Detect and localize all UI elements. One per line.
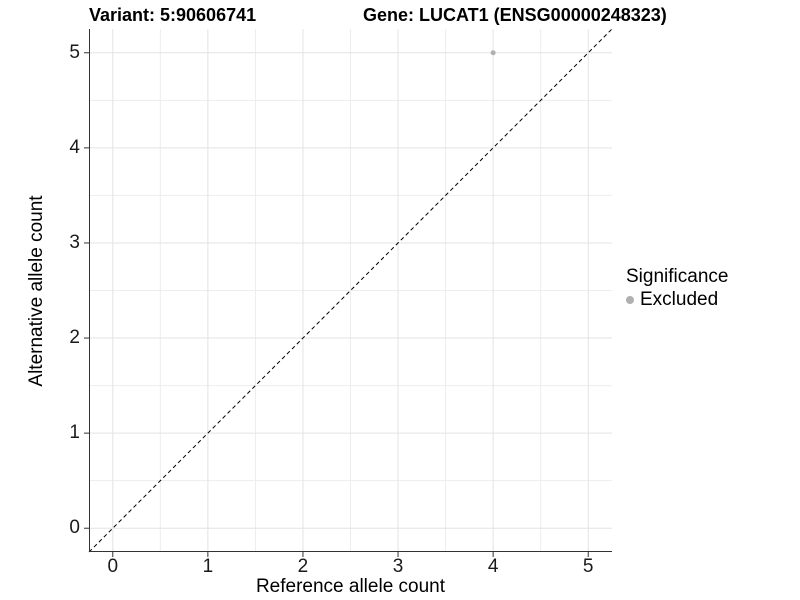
data-point [490,50,496,56]
legend-title: Significance [626,266,729,287]
legend-item: Excluded [626,289,728,311]
y-tick-label: 1 [69,422,80,444]
legend-item-label: Excluded [640,289,719,310]
y-tick-label: 5 [69,41,80,63]
x-tick-label: 5 [582,556,594,577]
x-axis-title: Reference allele count [255,576,446,597]
y-tick-label: 3 [69,231,80,253]
plot-panel [84,28,613,557]
x-tick-label: 4 [487,556,499,577]
legend-items: Excluded [626,289,728,311]
y-axis-title: Alternative allele count [26,195,47,387]
legend-point-icon [626,296,634,304]
x-tick-label: 0 [107,556,119,577]
identity-line [88,28,613,553]
x-tick-label: 1 [202,556,214,577]
variant-title: Variant: 5:90606741 [89,5,257,25]
y-tick-label: 4 [69,136,80,158]
x-tick-label: 2 [297,556,309,577]
y-tick-label: 2 [69,327,80,349]
legend: Significance Excluded [626,265,728,311]
y-tick-label: 0 [69,517,80,539]
gene-title: Gene: LUCAT1 (ENSG00000248323) [363,5,667,25]
x-tick-label: 3 [392,556,404,577]
